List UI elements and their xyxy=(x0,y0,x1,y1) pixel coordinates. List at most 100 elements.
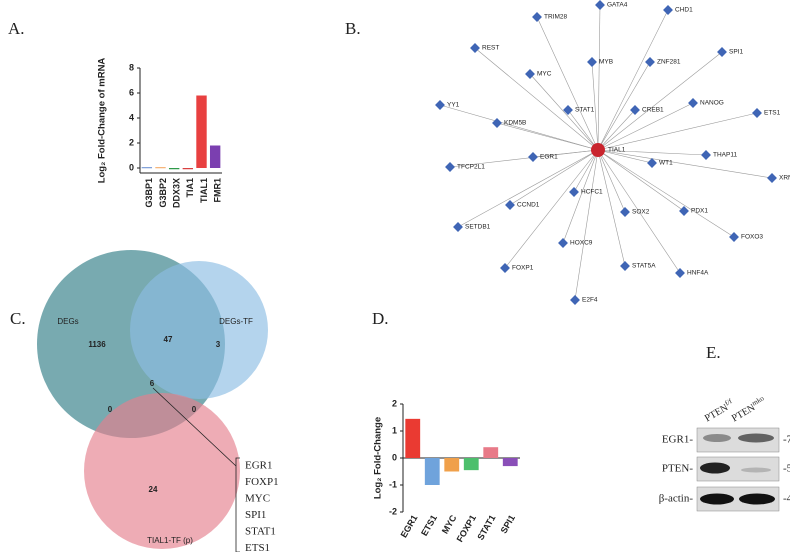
node-label: CCND1 xyxy=(517,202,540,209)
node xyxy=(492,118,502,128)
region-count: 6 xyxy=(150,379,155,388)
node-label: ZNF281 xyxy=(657,59,681,66)
bar xyxy=(483,447,499,458)
edge xyxy=(509,149,599,206)
node-label: REST xyxy=(482,45,499,52)
leader-line xyxy=(152,387,237,467)
node xyxy=(528,152,538,162)
node-label: KDM5B xyxy=(504,120,526,127)
edge xyxy=(567,109,599,151)
y-tick-label: 1 xyxy=(392,425,397,435)
node-label: HNF4A xyxy=(687,270,709,277)
gene-label: ETS1 xyxy=(245,542,270,552)
bar xyxy=(444,458,460,472)
lane-label: PTENmko xyxy=(729,394,769,425)
y-axis-label: Log₂ Fold-Change xyxy=(373,417,384,499)
x-tick-label: EGR1 xyxy=(399,513,420,539)
node xyxy=(595,0,605,10)
edge xyxy=(504,149,599,269)
region-count: 1136 xyxy=(88,340,106,349)
node-label: GATA4 xyxy=(607,2,628,9)
x-tick-label: ETS1 xyxy=(419,513,439,537)
edge xyxy=(597,149,685,212)
edge xyxy=(597,109,636,151)
node-label: MYB xyxy=(599,59,613,66)
bar xyxy=(209,145,221,168)
node-label: SOX2 xyxy=(632,209,650,216)
node-label: STAT1 xyxy=(575,107,595,114)
node xyxy=(620,207,630,217)
edge xyxy=(591,61,599,151)
node-label: EGR1 xyxy=(540,154,558,161)
node xyxy=(647,158,657,168)
region-count: 47 xyxy=(164,335,173,344)
node xyxy=(558,238,568,248)
node-label: ETS1 xyxy=(764,110,781,117)
edge xyxy=(474,47,599,151)
y-tick-label: 0 xyxy=(392,452,397,462)
lane-sup: f/f xyxy=(723,397,733,408)
node-label: TRIM28 xyxy=(544,14,568,21)
node-label: CREB1 xyxy=(642,107,664,114)
center-label: TIAL1 xyxy=(608,147,626,154)
x-tick-label: MYC xyxy=(440,513,459,536)
node xyxy=(767,173,777,183)
y-tick-label: 0 xyxy=(129,162,134,172)
panel-label: A. xyxy=(8,19,25,38)
gene-label: FOXP1 xyxy=(245,476,279,488)
size-label: -50 kd xyxy=(783,463,790,475)
edge xyxy=(457,149,599,228)
node xyxy=(752,108,762,118)
node xyxy=(701,150,711,160)
gene-label: EGR1 xyxy=(245,460,273,472)
y-tick-label: 8 xyxy=(129,62,134,72)
bar xyxy=(168,168,180,170)
node xyxy=(500,263,510,273)
node-label: FOXP1 xyxy=(512,265,534,272)
node-label: SPI1 xyxy=(729,49,743,56)
edge xyxy=(597,102,694,151)
x-tick-label: G3BP2 xyxy=(158,178,168,208)
node xyxy=(470,43,480,53)
node-label: HCFC1 xyxy=(581,189,603,196)
edge xyxy=(597,149,735,238)
row-label: β-actin- xyxy=(659,493,694,505)
edge xyxy=(597,149,773,179)
x-tick-label: STAT1 xyxy=(475,513,497,542)
node xyxy=(445,162,455,172)
gene-label: STAT1 xyxy=(245,526,276,538)
edge xyxy=(597,149,626,267)
node xyxy=(587,57,597,67)
band xyxy=(700,493,734,505)
lane-sup: mko xyxy=(750,394,765,407)
edge xyxy=(597,149,707,156)
node xyxy=(717,47,727,57)
node-label: FOXO3 xyxy=(741,234,763,241)
bar xyxy=(182,168,194,170)
row-label: EGR1- xyxy=(662,434,694,446)
node xyxy=(569,187,579,197)
panel-label: B. xyxy=(345,19,361,38)
node xyxy=(679,206,689,216)
edge xyxy=(597,149,626,213)
bar xyxy=(502,458,518,467)
node-label: HOXC9 xyxy=(570,240,593,247)
x-tick-label: FMR1 xyxy=(213,178,223,203)
edge xyxy=(439,104,599,151)
edge xyxy=(573,149,599,193)
edge xyxy=(449,149,599,168)
node xyxy=(563,105,573,115)
x-tick-label: SPI1 xyxy=(499,513,517,535)
edge xyxy=(597,61,651,151)
bar xyxy=(141,167,153,169)
set-label: DEGs xyxy=(57,317,78,326)
band xyxy=(741,467,771,473)
node xyxy=(435,100,445,110)
y-tick-label: 4 xyxy=(129,112,134,122)
node xyxy=(630,105,640,115)
bar xyxy=(405,418,421,458)
x-tick-label: G3BP1 xyxy=(144,178,154,208)
x-tick-label: FOXP1 xyxy=(455,513,478,544)
gene-bracket xyxy=(235,457,240,552)
panel-label: E. xyxy=(706,343,721,362)
